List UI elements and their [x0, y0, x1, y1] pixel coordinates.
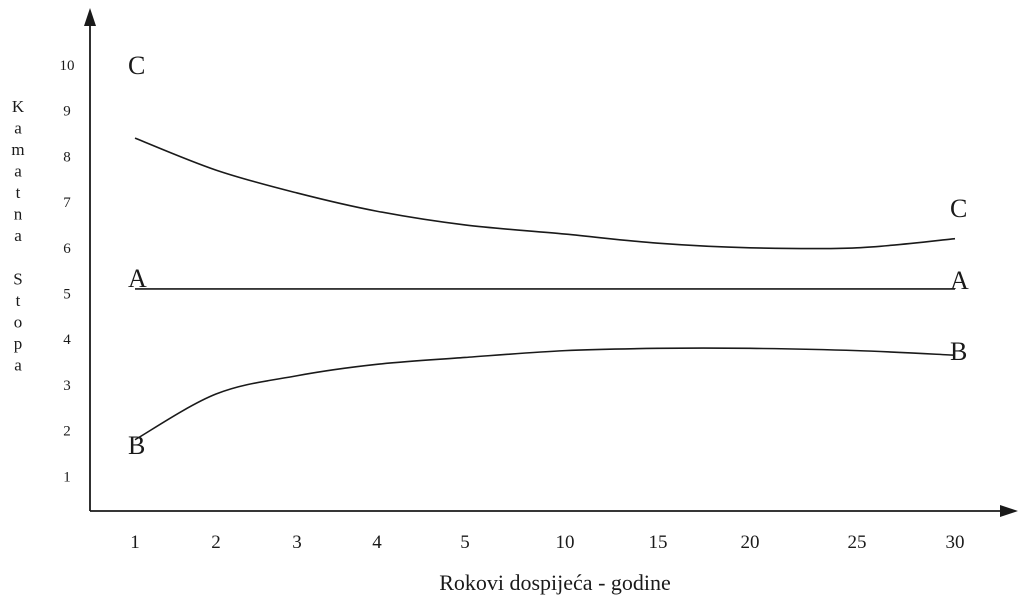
y-axis-arrow-icon [84, 8, 96, 26]
series-end-label-c: C [950, 194, 967, 223]
series-start-label-a: A [128, 264, 147, 293]
x-axis-title: Rokovi dospijeća - godine [439, 570, 671, 595]
x-tick-label: 5 [460, 532, 470, 553]
x-axis [90, 505, 1018, 517]
y-axis-title-char: a [14, 119, 22, 138]
x-tick-labels: 1 2 3 4 5 10 15 20 25 30 [130, 532, 964, 553]
y-tick-labels: 1 2 3 4 5 6 7 8 9 10 [60, 58, 75, 485]
y-axis-title-char: t [16, 291, 21, 310]
y-tick-label: 1 [63, 469, 71, 485]
y-axis-title-char: K [12, 97, 25, 116]
y-tick-label: 2 [63, 424, 71, 440]
y-tick-label: 10 [60, 58, 75, 74]
y-tick-label: 7 [63, 195, 71, 211]
y-axis [84, 8, 96, 511]
x-tick-label: 30 [946, 532, 965, 553]
x-tick-label: 25 [848, 532, 867, 553]
x-tick-label: 4 [372, 532, 382, 553]
y-axis-title-char: S [13, 270, 22, 289]
series-end-label-a: A [950, 266, 969, 295]
x-axis-arrow-icon [1000, 505, 1018, 517]
y-tick-label: 5 [63, 287, 71, 303]
y-axis-title-char: p [14, 334, 23, 353]
y-axis-title-char: a [14, 356, 22, 375]
x-tick-label: 20 [741, 532, 760, 553]
y-tick-label: 4 [63, 332, 71, 348]
x-tick-label: 3 [292, 532, 302, 553]
y-axis-title-char: o [14, 313, 23, 332]
series-lines [134, 137, 956, 441]
x-tick-label: 1 [130, 532, 140, 553]
y-tick-label: 3 [63, 378, 71, 394]
y-tick-label: 8 [63, 149, 71, 165]
y-tick-label: 6 [63, 241, 71, 257]
series-line-c [134, 137, 956, 250]
series-end-label-b: B [950, 337, 967, 366]
y-axis-title-char: m [11, 140, 24, 159]
series-line-b [134, 347, 956, 441]
y-axis-title-char: t [16, 183, 21, 202]
y-axis-title-char: a [14, 162, 22, 181]
series-start-label-c: C [128, 51, 145, 80]
y-axis-title-char: n [14, 205, 23, 224]
series-start-label-b: B [128, 431, 145, 460]
x-tick-label: 15 [649, 532, 668, 553]
x-tick-label: 2 [211, 532, 221, 553]
y-axis-title-char: a [14, 226, 22, 245]
y-tick-label: 9 [63, 104, 71, 120]
x-tick-label: 10 [556, 532, 575, 553]
series-labels: C C A A B B [128, 51, 969, 460]
